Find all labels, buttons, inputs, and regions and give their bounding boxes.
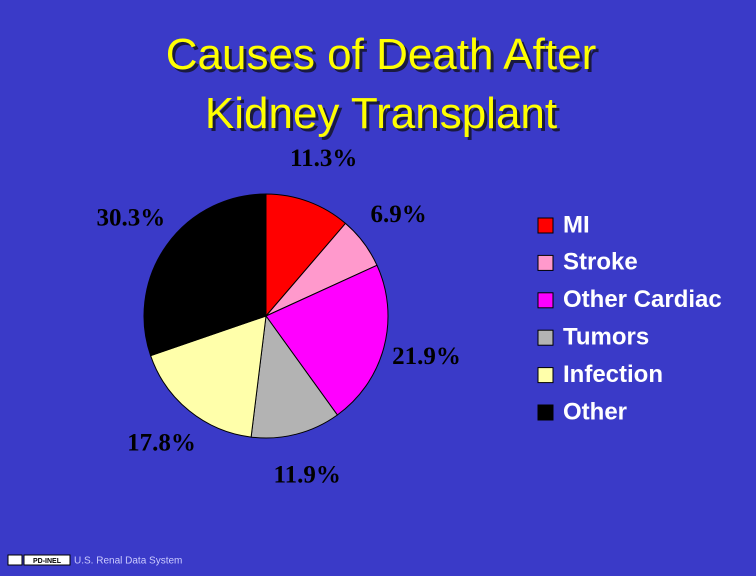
value-label: 6.9% — [371, 201, 427, 228]
chart-title: Kidney Transplant — [205, 89, 557, 138]
source: U.S. Renal Data System — [74, 556, 182, 567]
logo-box — [23, 554, 71, 566]
legend-label: MI — [563, 211, 590, 238]
pie-slice — [250, 314, 339, 439]
chart-title-shadow: Kidney Transplant — [208, 92, 560, 141]
legend-label: Tumors — [563, 324, 649, 351]
value-label: 11.9% — [274, 462, 341, 489]
pie-slice — [265, 193, 347, 318]
legend-swatch — [537, 367, 554, 384]
value-label: 17.8% — [127, 430, 196, 457]
legend-swatch — [537, 292, 554, 309]
legend-label: Other Cardiac — [563, 286, 722, 313]
legend-label: Stroke — [563, 249, 638, 276]
value-label: 21.9% — [392, 343, 461, 370]
value-label: 30.3% — [97, 204, 166, 231]
legend-label: Infection — [563, 361, 663, 388]
legend-label: Other — [563, 398, 627, 425]
pie-slice — [265, 264, 389, 416]
legend-swatch — [537, 254, 554, 271]
legend-swatch — [537, 217, 554, 234]
pie-slice — [143, 193, 267, 357]
value-label: 11.3% — [290, 145, 357, 172]
chart-title-shadow: Causes of Death After — [169, 33, 599, 82]
chart-title: Causes of Death After — [166, 30, 596, 79]
legend-swatch — [537, 329, 554, 346]
logo-icon — [7, 554, 23, 566]
legend-swatch — [537, 404, 554, 421]
logo: PD-INEL — [33, 558, 62, 565]
